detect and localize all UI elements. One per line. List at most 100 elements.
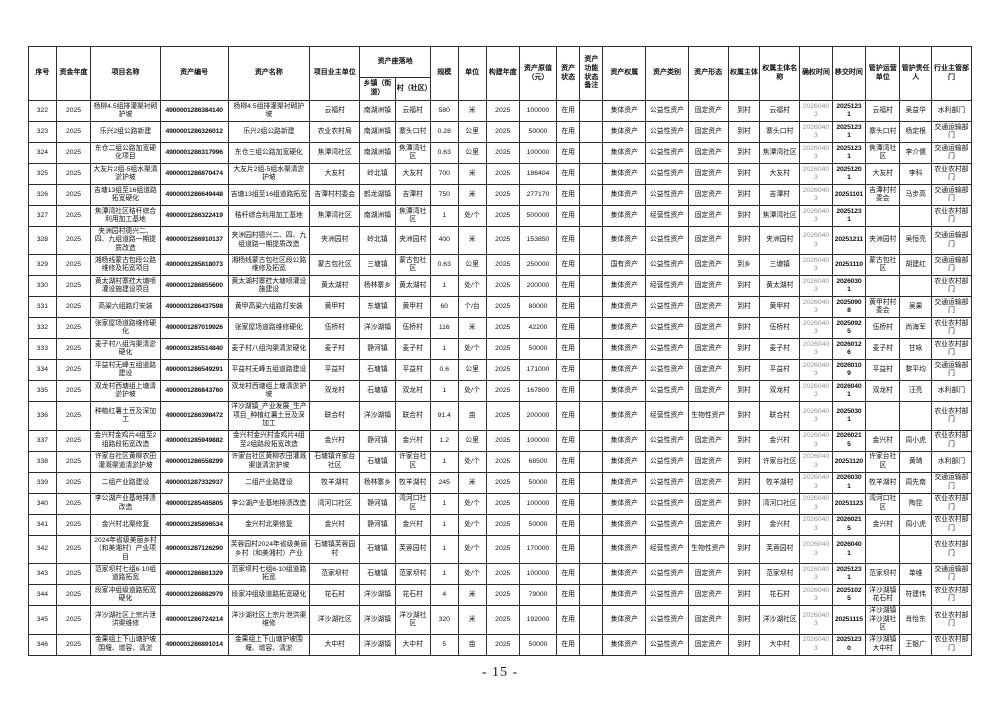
cell-no: 330 (28, 275, 57, 298)
cell-owner_unit: 夹洲园村 (309, 225, 361, 256)
cell-village: 花石村 (394, 584, 431, 607)
cell-mgmt_unit: 湾河口社区 (865, 492, 901, 515)
cell-subject: 到村 (727, 100, 761, 122)
cell-scale: 0.63 (429, 142, 459, 164)
cell-category: 公益性资产 (645, 296, 689, 319)
cell-fund_year: 2025 (55, 380, 92, 403)
cell-asset_no: 4900001286855600 (159, 275, 229, 298)
cell-town: 洋沙湖镇 (359, 401, 396, 431)
cell-orig_value: 200000 (518, 401, 558, 431)
cell-subject_name: 麦子村 (759, 338, 801, 361)
cell-confirm_time: 20260403 (799, 254, 833, 277)
cell-village: 双龙村 (394, 380, 431, 403)
cell-no: 339 (28, 471, 57, 494)
cell-subject: 到村 (727, 225, 761, 256)
cell-asset_no: 4900001286649448 (159, 184, 229, 206)
cell-person: 黄琦 (899, 450, 932, 473)
cell-asset_name: 范家坝村七组6-10组道路拓宽 (227, 563, 311, 586)
cell-owner_unit: 花石村 (309, 584, 361, 607)
cell-village: 牧羊湖村 (394, 471, 431, 494)
cell-subject_name: 金兴村 (759, 429, 801, 452)
cell-village: 夹洲园村 (394, 225, 431, 256)
cell-mgmt_unit: 云福村 (865, 100, 901, 122)
cell-status: 在用 (556, 317, 581, 340)
cell-town: 岭北镇 (359, 225, 396, 256)
cell-subject: 到村 (727, 492, 761, 515)
cell-asset_name: 金果组上下山塘护坡围堰、增容、清淤 (227, 633, 311, 656)
cell-owner_unit: 焦潭湾社区 (309, 205, 361, 227)
cell-subject: 到村 (727, 471, 761, 494)
cell-project_name: 段家冲组级道路拓宽硬化 (90, 584, 161, 607)
table-row: 326 2025 吉塘13组至16组道路拓宽硬化 4900001286649448 吉塘… (28, 184, 973, 206)
col-header-village: 村（社区） (394, 77, 431, 101)
cell-ownership: 集体资产 (602, 184, 647, 206)
cell-unit: 处/个 (457, 380, 487, 403)
cell-unit: 亩 (457, 633, 487, 656)
cell-asset_name: 金兴村金兴村金鸡片4组至2组路段拓宽改造 (227, 429, 311, 452)
cell-no: 340 (28, 492, 57, 515)
cell-category: 公益性资产 (645, 492, 689, 515)
cell-no: 342 (28, 534, 57, 565)
cell-build_year: 2025 (485, 380, 520, 403)
cell-scale: 5 (429, 633, 459, 656)
cell-village: 大友村 (394, 163, 431, 185)
cell-town: 石塘镇 (359, 534, 396, 565)
cell-category: 公益性资产 (645, 338, 689, 361)
cell-mgmt_unit: 寨头口村 (865, 121, 901, 143)
cell-village: 焦潭湾社区 (394, 142, 431, 164)
cell-no: 323 (28, 121, 57, 143)
cell-transfer_time: 20250908 (831, 296, 867, 319)
cell-asset_no: 4900001286322419 (159, 205, 229, 227)
cell-build_year: 2025 (485, 401, 520, 431)
cell-no: 333 (28, 338, 57, 361)
cell-build_year: 2025 (485, 142, 520, 164)
cell-unit: 亩 (457, 401, 487, 431)
cell-build_year: 2025 (485, 296, 520, 319)
cell-dept: 交通运输部门 (930, 184, 973, 206)
cell-form: 固定资产 (687, 584, 729, 607)
table-row: 327 2025 焦潭湾社区秸秆综合利用加工基地 4900001286322419 秸秆… (28, 205, 973, 227)
cell-scale: 0.28 (429, 121, 459, 143)
cell-subject_name: 金兴村 (759, 513, 801, 536)
cell-form: 固定资产 (687, 317, 729, 340)
cell-subject: 到村 (727, 163, 761, 185)
cell-build_year: 2025 (485, 163, 520, 185)
cell-transfer_time: 20260301 (831, 275, 867, 298)
cell-fund_year: 2025 (55, 338, 92, 361)
cell-owner_unit: 伍桥村 (309, 317, 361, 340)
cell-subject: 到村 (727, 563, 761, 586)
cell-func_note (579, 142, 604, 164)
table-row: 343 2025 范家坝村七组6-10组道路拓宽 4900001286861329 范家… (28, 563, 973, 586)
cell-status: 在用 (556, 380, 581, 403)
cell-town: 静河镇 (359, 513, 396, 536)
cell-func_note (579, 605, 604, 635)
cell-mgmt_unit: 大友村 (865, 163, 901, 185)
cell-transfer_time: 20260109 (831, 359, 867, 382)
cell-person: 黎平均 (899, 359, 932, 382)
col-header-orig_value: 资产原值（元） (518, 46, 558, 101)
cell-village: 范家坝村 (394, 563, 431, 586)
cell-subject_name: 花石村 (759, 584, 801, 607)
cell-village: 吉潭村 (394, 184, 431, 206)
cell-town: 石塘镇 (359, 359, 396, 382)
table-row: 344 2025 段家冲组级道路拓宽硬化 4900001286882979 段家冲组级道… (28, 584, 973, 607)
cell-asset_name: 段家冲组级道路拓宽硬化 (227, 584, 311, 607)
cell-orig_value: 50000 (518, 513, 558, 536)
cell-ownership: 集体资产 (602, 380, 647, 403)
cell-no: 338 (28, 450, 57, 473)
cell-status: 在用 (556, 121, 581, 143)
cell-subject_name: 寨头口村 (759, 121, 801, 143)
cell-subject: 到村 (727, 359, 761, 382)
cell-project_name: 焦潭湾社区秸秆综合利用加工基地 (90, 205, 161, 227)
cell-asset_no: 4900001285514840 (159, 338, 229, 361)
cell-fund_year: 2025 (55, 163, 92, 185)
cell-orig_value: 250000 (518, 254, 558, 277)
cell-ownership: 集体资产 (602, 401, 647, 431)
cell-asset_name: 吉塘13组至16组道路拓宽 (227, 184, 311, 206)
cell-status: 在用 (556, 296, 581, 319)
cell-subject_name: 三塘镇 (759, 254, 801, 277)
cell-fund_year: 2025 (55, 492, 92, 515)
cell-owner_unit: 平益村 (309, 359, 361, 382)
cell-confirm_time: 20260403 (799, 429, 833, 452)
